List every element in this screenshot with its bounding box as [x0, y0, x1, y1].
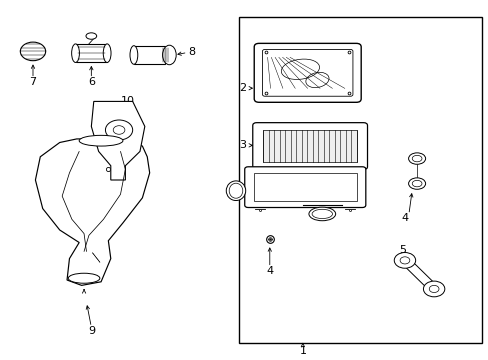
Ellipse shape [408, 178, 425, 189]
Text: 4: 4 [265, 266, 273, 276]
Ellipse shape [103, 44, 111, 63]
FancyBboxPatch shape [262, 49, 352, 96]
Ellipse shape [79, 135, 122, 146]
Circle shape [20, 42, 45, 61]
Text: 7: 7 [29, 77, 37, 87]
Circle shape [393, 252, 415, 268]
FancyBboxPatch shape [252, 123, 367, 170]
Text: 3: 3 [239, 140, 246, 150]
Ellipse shape [162, 45, 176, 65]
Ellipse shape [308, 207, 335, 221]
Bar [75, 44, 107, 63]
Text: 8: 8 [188, 48, 195, 58]
Bar [134, 46, 165, 64]
Polygon shape [398, 260, 440, 289]
FancyBboxPatch shape [254, 43, 361, 102]
FancyBboxPatch shape [244, 167, 365, 207]
Text: 1: 1 [299, 346, 305, 356]
Text: 9: 9 [88, 326, 95, 336]
Text: 4: 4 [401, 212, 407, 222]
Text: 10: 10 [121, 96, 135, 106]
Bar [263, 130, 356, 162]
Polygon shape [91, 102, 144, 180]
Ellipse shape [130, 46, 138, 64]
Text: 2: 2 [239, 83, 246, 93]
Circle shape [423, 281, 444, 297]
Bar [253, 173, 356, 202]
Ellipse shape [226, 181, 245, 201]
Ellipse shape [72, 44, 79, 63]
Polygon shape [35, 139, 149, 285]
Bar [238, 18, 481, 342]
Text: 6: 6 [88, 77, 95, 87]
Ellipse shape [408, 153, 425, 164]
Ellipse shape [86, 33, 97, 39]
Ellipse shape [68, 273, 100, 283]
Text: 5: 5 [398, 245, 405, 255]
